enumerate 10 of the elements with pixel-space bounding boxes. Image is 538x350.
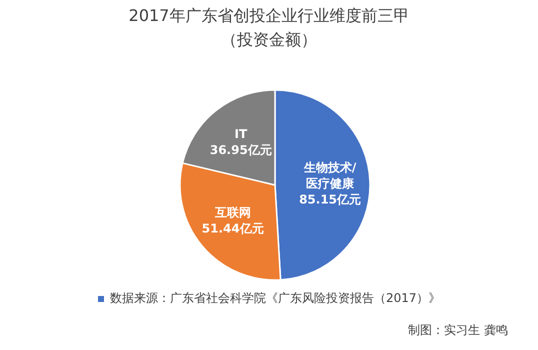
slice-label: 互联网 <box>214 205 251 220</box>
source-note: 数据来源：广东省社会科学院《广东风险投资报告（2017）》 <box>110 290 441 307</box>
data-label: 36.95亿元 <box>210 142 272 157</box>
chart-subtitle: （投资金额） <box>220 30 318 51</box>
slice-label: 生物技术/医疗健康 <box>302 160 357 190</box>
data-label: 85.15亿元 <box>299 192 362 206</box>
slice-label: IT <box>234 126 248 141</box>
text: 制图：实习生 龚鸣 <box>408 322 508 339</box>
data-label: 51.44亿元 <box>202 221 264 236</box>
chart-title: 2017年广东省创投企业行业维度前三甲 <box>128 6 410 27</box>
